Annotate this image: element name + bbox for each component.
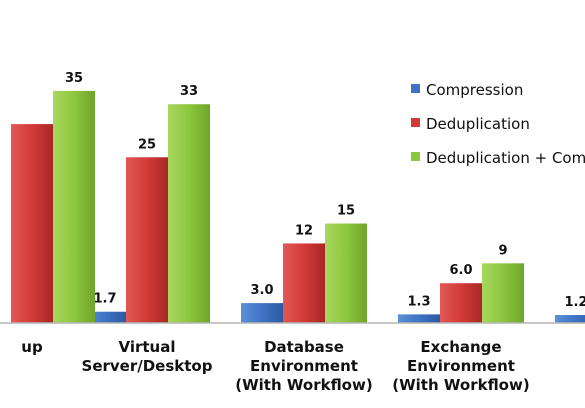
bar-dedup-compression-1	[168, 104, 210, 324]
bar-deduplication-1	[126, 157, 168, 323]
category-label-1: Virtual Server/Desktop	[82, 338, 213, 375]
labels-layer: 1.7 3.0 1.3 1.2 25 12 6.0 35 33 15 9 up Virtual Serve…	[21, 71, 585, 394]
value-label-deduplication-3: 6.0	[449, 263, 472, 278]
value-label-compression-2: 3.0	[250, 283, 273, 298]
category-label-2: Database Environment (With Workflow)	[235, 338, 372, 394]
bar-deduplication-0	[11, 124, 53, 323]
bars-layer	[11, 90, 585, 324]
legend-swatch-dedup-compression	[411, 152, 420, 161]
bar-compression-1	[84, 311, 126, 323]
bar-dedup-compression-3	[482, 263, 524, 323]
value-label-compression-4: 1.2	[564, 295, 585, 310]
value-label-deduplication-1: 25	[138, 137, 156, 152]
value-label-compression-1: 1.7	[93, 292, 116, 307]
value-label-dedup-compression-3: 9	[498, 243, 507, 258]
legend-label-deduplication: Deduplication	[426, 115, 530, 133]
value-label-dedup-compression-1: 33	[180, 84, 198, 99]
bar-dedup-compression-2	[325, 223, 367, 323]
bar-compression-3	[398, 314, 440, 323]
bar-compression-2	[241, 303, 283, 323]
legend-swatch-compression	[411, 84, 420, 93]
value-label-compression-3: 1.3	[407, 294, 430, 309]
category-label-3: Exchange Environment (With Workflow)	[392, 338, 529, 394]
category-label-0: up	[21, 338, 43, 356]
bar-dedup-compression-0	[53, 90, 95, 323]
legend-label-dedup-compression: Deduplication + Compression	[426, 149, 585, 167]
value-label-dedup-compression-0: 35	[65, 71, 83, 86]
bar-compression-4	[555, 315, 585, 323]
bar-deduplication-3	[440, 283, 482, 323]
bar-deduplication-2	[283, 243, 325, 323]
value-label-dedup-compression-2: 15	[337, 204, 355, 219]
value-label-deduplication-2: 12	[295, 223, 313, 238]
legend: Compression Deduplication Deduplication + …	[411, 81, 585, 167]
legend-label-compression: Compression	[426, 81, 523, 99]
legend-swatch-deduplication	[411, 118, 420, 127]
